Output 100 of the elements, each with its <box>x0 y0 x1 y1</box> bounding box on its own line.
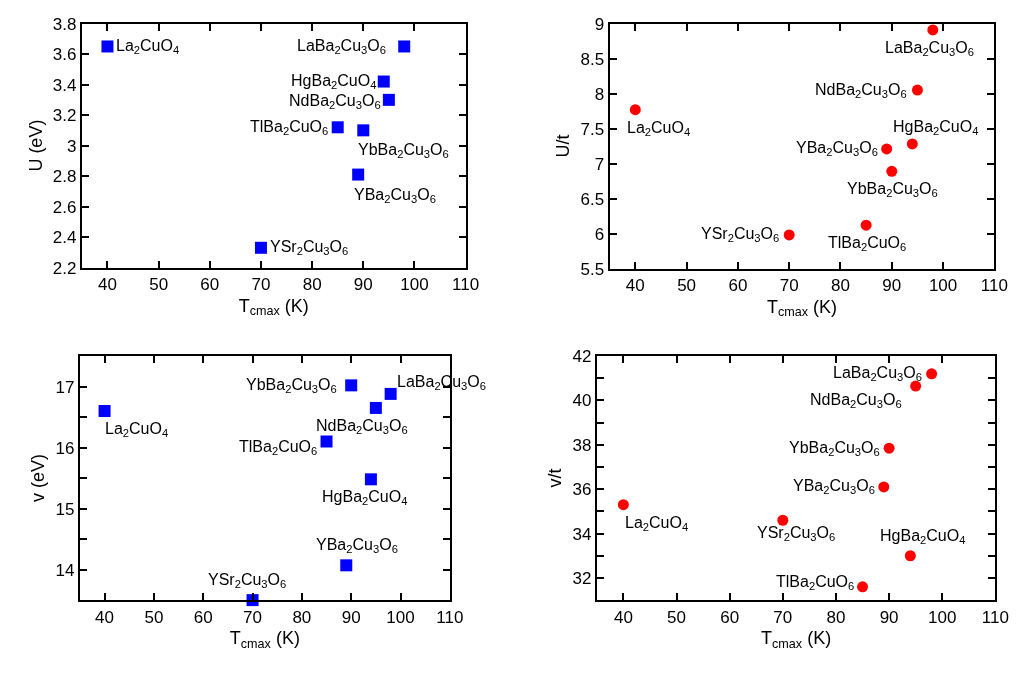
x-tick-label: 100 <box>928 607 957 627</box>
annotation: YSr$_{2}$Cu$_{3}$O$_{6}$ <box>757 524 836 544</box>
point <box>254 241 267 254</box>
annotation: YbBa$_{2}$Cu$_{3}$O$_{6}$ <box>847 180 938 200</box>
x-tick-label: 100 <box>386 607 415 627</box>
y-tick-label: 38 <box>572 435 592 455</box>
annotation: La$_{2}$CuO$_{4}$ <box>625 514 689 534</box>
annotation: YBa$_{2}$Cu$_{3}$O$_{6}$ <box>316 536 398 556</box>
x-tick-label: 110 <box>981 607 1009 627</box>
y-tick-label: 8.5 <box>580 49 605 69</box>
annotation: TlBa$_{2}$CuO$_{6}$ <box>828 234 907 254</box>
x-axis-title: T$_{cmax}$ (K) <box>229 628 300 651</box>
point <box>886 165 898 177</box>
annotation: La$_{2}$CuO$_{4}$ <box>116 37 180 57</box>
annotation: HgBa$_{2}$CuO$_{4}$ <box>322 488 408 508</box>
x-tick-label: 80 <box>302 275 322 295</box>
y-tick-label: 7.5 <box>580 119 605 139</box>
annotation: NdBa$_{2}$Cu$_{3}$O$_{6}$ <box>815 81 907 101</box>
annotation: TlBa$_{2}$CuO$_{6}$ <box>239 438 318 458</box>
annotation: TlBa$_{2}$CuO$_{6}$ <box>250 118 329 138</box>
y-axis-title: v/t <box>545 468 566 488</box>
x-tick-label: 50 <box>144 607 164 627</box>
y-tick-label: 34 <box>572 524 592 544</box>
x-tick-label: 90 <box>879 607 899 627</box>
point <box>927 24 939 36</box>
x-tick-label: 80 <box>831 275 850 295</box>
y-tick-label: 9 <box>594 14 605 34</box>
annotation: La$_{2}$CuO$_{4}$ <box>627 119 691 139</box>
x-tick-label: 70 <box>251 275 271 295</box>
y-axis-title: v (eV) <box>28 454 49 503</box>
x-axis-title: T$_{cmax}$ (K) <box>761 628 832 651</box>
point <box>926 368 938 380</box>
y-tick-label: 32 <box>572 568 592 588</box>
annotation: NdBa$_{2}$Cu$_{3}$O$_{6}$ <box>289 92 381 112</box>
y-tick-label: 3.6 <box>52 45 77 65</box>
point <box>340 559 353 572</box>
annotation: YBa$_{2}$Cu$_{3}$O$_{6}$ <box>796 139 878 159</box>
point <box>878 481 890 493</box>
annotation: HgBa$_{2}$CuO$_{4}$ <box>291 72 377 92</box>
x-tick-label: 90 <box>353 275 373 295</box>
point <box>904 550 916 562</box>
x-tick-label: 60 <box>728 275 748 295</box>
x-tick-label: 100 <box>400 275 429 295</box>
y-tick-label: 2.6 <box>52 197 77 217</box>
point <box>101 40 114 53</box>
x-tick-label: 90 <box>882 275 902 295</box>
point <box>906 138 918 150</box>
point <box>377 75 390 88</box>
annotation: NdBa$_{2}$Cu$_{3}$O$_{6}$ <box>316 417 408 437</box>
annotation: YSr$_{2}$Cu$_{3}$O$_{6}$ <box>270 238 349 258</box>
point <box>629 104 641 116</box>
annotation: YbBa$_{2}$Cu$_{3}$O$_{6}$ <box>358 141 449 161</box>
x-tick-label: 40 <box>98 275 117 295</box>
point <box>345 379 358 392</box>
y-tick-label: 2.2 <box>52 258 77 278</box>
point <box>883 442 895 454</box>
point <box>364 473 377 486</box>
y-tick-label: 40 <box>572 391 592 411</box>
x-tick-label: 110 <box>452 275 480 295</box>
point <box>331 121 344 134</box>
y-tick-label: 2.8 <box>52 167 77 187</box>
point <box>881 143 893 155</box>
x-tick-label: 70 <box>773 607 793 627</box>
x-tick-label: 60 <box>200 275 220 295</box>
point <box>860 219 872 231</box>
x-tick-label: 110 <box>436 607 464 627</box>
x-tick-label: 80 <box>826 607 846 627</box>
annotation: La$_{2}$CuO$_{4}$ <box>105 420 169 440</box>
y-tick-label: 8 <box>594 84 605 104</box>
x-tick-label: 40 <box>613 607 633 627</box>
point <box>911 84 923 96</box>
annotation: HgBa$_{2}$CuO$_{4}$ <box>893 118 979 138</box>
annotation: LaBa$_{2}$Cu$_{3}$O$_{6}$ <box>885 39 974 59</box>
y-tick-label: 5.5 <box>580 259 605 279</box>
y-tick-label: 14 <box>55 560 75 580</box>
x-tick-label: 100 <box>928 275 958 295</box>
point <box>352 168 365 181</box>
y-tick-label: 15 <box>55 499 75 519</box>
x-tick-label: 50 <box>677 275 697 295</box>
annotation: LaBa$_{2}$Cu$_{3}$O$_{6}$ <box>833 364 922 384</box>
x-axis-title: T$_{cmax}$ (K) <box>238 295 309 319</box>
y-tick-label: 6.5 <box>580 189 605 209</box>
x-tick-label: 40 <box>625 275 645 295</box>
y-tick-label: 16 <box>55 438 75 458</box>
x-tick-label: 90 <box>341 607 361 627</box>
y-tick-label: 36 <box>572 480 592 500</box>
point <box>783 229 795 241</box>
y-tick-label: 2.4 <box>52 228 77 248</box>
point <box>777 514 789 526</box>
x-tick-label: 60 <box>193 607 213 627</box>
y-tick-label: 17 <box>55 377 75 397</box>
annotation: YSr$_{2}$Cu$_{3}$O$_{6}$ <box>208 571 287 591</box>
annotation: YSr$_{2}$Cu$_{3}$O$_{6}$ <box>701 225 780 245</box>
y-tick-label: 42 <box>572 347 592 367</box>
point <box>617 499 629 511</box>
point <box>398 40 411 53</box>
x-tick-label: 60 <box>720 607 740 627</box>
x-tick-label: 50 <box>667 607 686 627</box>
x-axis-title: T$_{cmax}$ (K) <box>766 296 838 320</box>
point <box>98 404 111 417</box>
